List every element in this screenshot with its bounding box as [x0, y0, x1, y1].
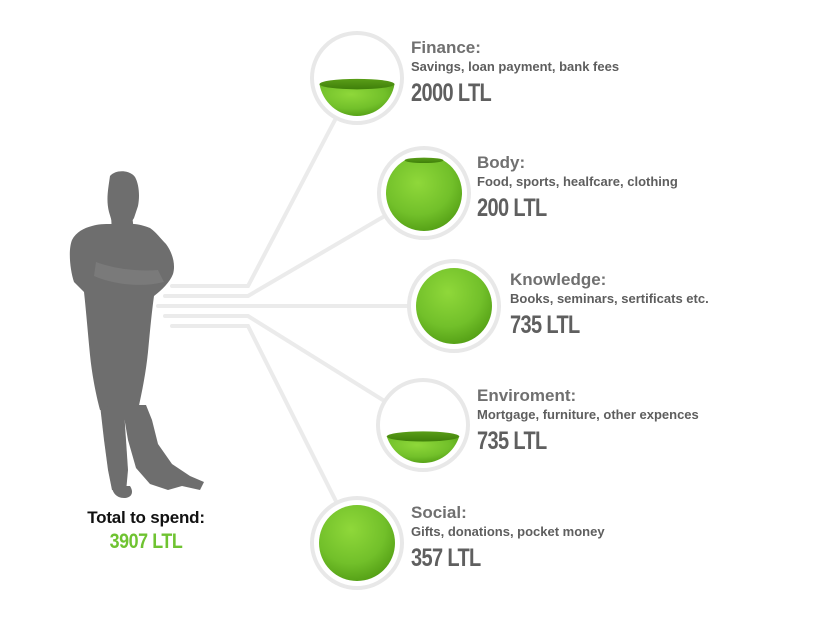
category-amount: 2000 LTL — [411, 79, 492, 107]
bowl-surface — [386, 431, 460, 442]
connector-line — [170, 111, 341, 288]
category-amount: 735 LTL — [510, 311, 580, 339]
category-knowledge: Knowledge: Books, seminars, sertificats … — [510, 270, 709, 341]
bowl-icon — [376, 378, 470, 472]
bowl-fill — [385, 160, 463, 232]
category-title: Enviroment: — [477, 386, 577, 405]
category-description: Savings, loan payment, bank fees — [411, 59, 620, 74]
category-description: Books, seminars, sertificats etc. — [510, 291, 709, 306]
connector-lines — [156, 111, 416, 510]
category-social: Social: Gifts, donations, pocket money 3… — [411, 503, 605, 574]
category-title: Social: — [411, 503, 467, 522]
bowl-icon — [407, 259, 501, 353]
person-silhouette-icon — [69, 171, 204, 498]
category-title: Body: — [477, 153, 526, 172]
connector-line — [163, 211, 392, 298]
category-amount: 200 LTL — [477, 194, 547, 222]
bowl-surface — [404, 157, 444, 164]
total-value: 3907 LTL — [109, 530, 183, 553]
category-description: Gifts, donations, pocket money — [411, 524, 605, 539]
bowl-fill — [319, 505, 395, 581]
total-label: Total to spend: — [87, 508, 205, 527]
bowl-icon — [310, 31, 404, 125]
category-title: Knowledge: — [510, 270, 607, 289]
total-block: Total to spend: 3907 LTL — [60, 508, 232, 554]
bowl-group — [310, 31, 501, 590]
category-body: Body: Food, sports, healfcare, clothing … — [477, 153, 678, 224]
connector-line — [163, 314, 391, 406]
bowl-icon — [310, 496, 404, 590]
category-description: Food, sports, healfcare, clothing — [477, 174, 678, 189]
category-title: Finance: — [411, 38, 481, 57]
category-amount: 735 LTL — [477, 427, 547, 455]
category-environment: Enviroment: Mortgage, furniture, other e… — [477, 386, 699, 457]
bowl-surface — [319, 78, 395, 90]
category-amount: 357 LTL — [411, 544, 481, 572]
connector-line — [170, 324, 341, 510]
bowl-icon — [377, 146, 471, 240]
bowl-fill — [416, 268, 492, 344]
bowl-fill — [386, 436, 460, 464]
category-description: Mortgage, furniture, other expences — [477, 407, 699, 422]
bowl-fill — [319, 84, 395, 116]
category-finance: Finance: Savings, loan payment, bank fee… — [411, 38, 619, 109]
